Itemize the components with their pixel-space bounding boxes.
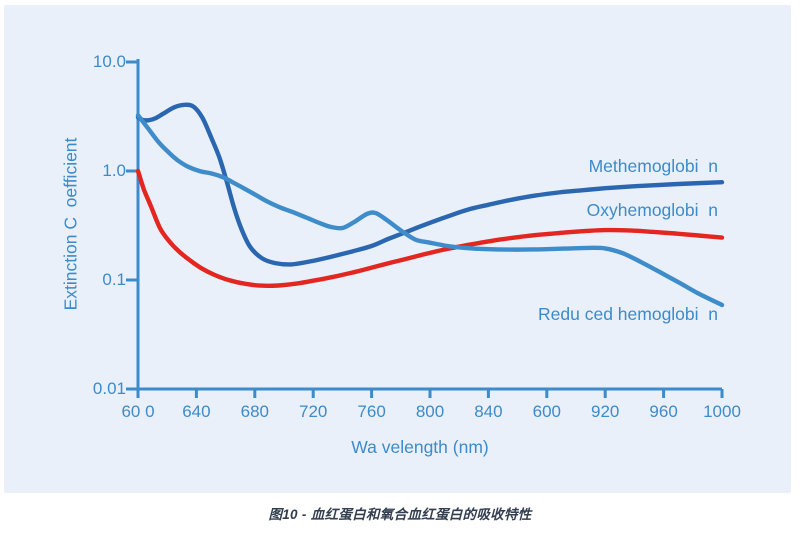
series-label-oxyhemoglobin: Oxyhemoglobi n	[586, 200, 718, 220]
chart-panel	[4, 5, 791, 493]
series-label-methemoglobin: Methemoglobi n	[588, 156, 718, 176]
x-tick-label: 920	[591, 402, 620, 421]
series-label-reduced-hemoglobin: Redu ced hemoglobi n	[538, 304, 718, 324]
x-tick-label: 60 0	[121, 402, 155, 421]
figure-caption: 图10 - 血红蛋白和氧合血红蛋白的吸收特性	[268, 507, 532, 522]
x-tick-label: 960	[649, 402, 678, 421]
x-tick-label: 800	[415, 402, 445, 421]
x-tick-label: 600	[532, 402, 561, 421]
x-tick-label: 1000	[703, 402, 741, 421]
curve-reduced_hemoglobin	[135, 113, 725, 308]
x-tick-label: 720	[299, 402, 328, 421]
curve-oxyhemoglobin	[135, 168, 725, 288]
x-tick-label: 640	[182, 402, 211, 421]
y-tick-label: 0.01	[92, 379, 126, 398]
tick-marks	[126, 60, 724, 398]
x-tick-label: 840	[474, 402, 503, 421]
y-tick-label: 10.0	[92, 52, 126, 71]
y-tick-label: 0.1	[102, 270, 126, 289]
x-tick-label: 680	[240, 402, 269, 421]
x-tick-label: 760	[357, 402, 386, 421]
y-tick-label: 1.0	[102, 161, 126, 180]
curve-methemoglobin	[135, 102, 725, 267]
x-axis-title: Wa velength (nm)	[351, 437, 489, 457]
